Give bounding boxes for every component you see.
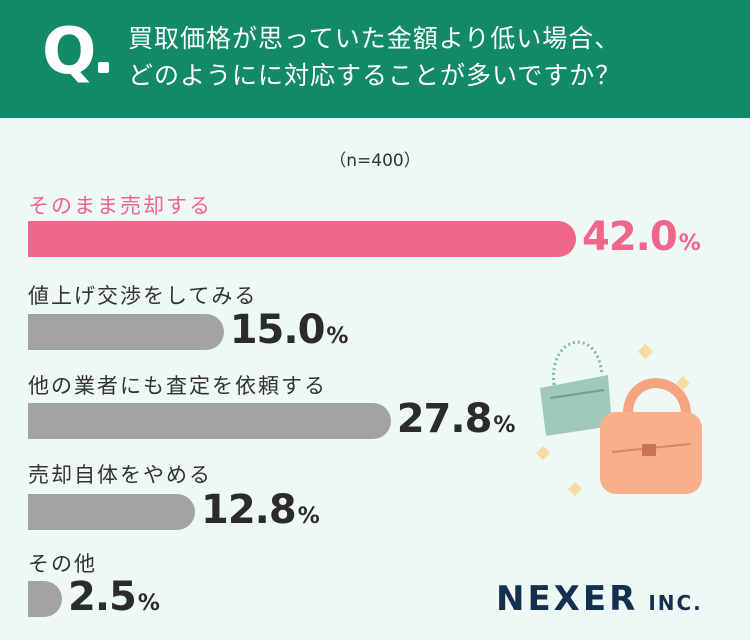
handbag-icon <box>600 378 702 494</box>
data-label-value: 42.0 <box>582 214 678 260</box>
data-label-unit: % <box>493 413 516 438</box>
data-label-unit: % <box>297 504 320 529</box>
category-label: 他の業者にも査定を依頼する <box>28 374 327 398</box>
question-text: 買取価格が思っていた金額より低い場合、 どのようにに対応することが多いですか？ <box>128 20 728 94</box>
category-label: 値上げ交渉をしてみる <box>28 284 258 308</box>
question-line-1: 買取価格が思っていた金額より低い場合、 <box>128 24 621 53</box>
category-label: 売却自体をやめる <box>28 463 212 487</box>
data-label: 42.0% <box>582 217 701 257</box>
q-dot <box>98 62 109 73</box>
bar <box>28 221 576 257</box>
data-label-unit: % <box>137 591 160 616</box>
data-label-value: 15.0 <box>229 307 326 353</box>
header-banner: Q 買取価格が思っていた金額より低い場合、 どのようにに対応することが多いですか… <box>0 0 750 118</box>
bar <box>28 314 224 350</box>
data-label: 2.5% <box>68 577 160 617</box>
data-label-unit: % <box>678 231 701 256</box>
bar <box>28 403 391 439</box>
category-label: そのまま売却する <box>28 194 212 218</box>
data-label-value: 12.8 <box>201 487 297 533</box>
data-label-value: 2.5 <box>68 574 137 620</box>
bar <box>28 581 62 617</box>
q-mark: Q <box>42 15 97 89</box>
data-label: 15.0% <box>230 310 349 350</box>
category-label: その他 <box>28 552 97 576</box>
bags-illustration <box>535 340 702 497</box>
logo-suffix: INC. <box>648 591 703 615</box>
sample-size: （n=400） <box>329 151 421 171</box>
shoulder-bag-icon <box>540 340 612 436</box>
data-label-value: 27.8 <box>396 396 493 442</box>
data-label: 12.8% <box>201 490 320 530</box>
bar <box>28 494 195 530</box>
logo-name: NEXER <box>496 579 639 619</box>
data-label-unit: % <box>326 324 349 349</box>
nexer-logo: NEXER INC. <box>496 582 703 616</box>
question-line-2: どのようにに対応することが多いですか？ <box>128 61 622 90</box>
data-label: 27.8% <box>397 399 516 439</box>
